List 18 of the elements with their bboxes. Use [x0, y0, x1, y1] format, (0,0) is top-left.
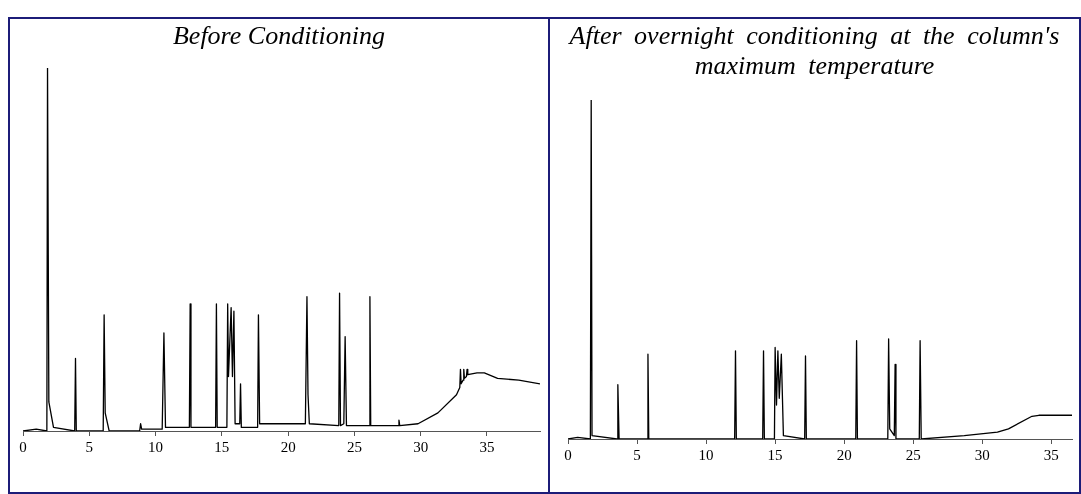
x-tick-label: 5	[633, 446, 641, 463]
x-tick-label: 30	[413, 438, 429, 455]
x-tick-label: 35	[1043, 446, 1059, 463]
chart-title: After overnight conditioning at the column's maximum temperature	[567, 21, 1061, 81]
x-tick-label: 25	[905, 446, 921, 463]
x-tick-label: 10	[148, 438, 164, 455]
x-tick-label: 0	[564, 446, 572, 463]
x-tick-label: 25	[346, 438, 362, 455]
x-tick-label: 35	[479, 438, 495, 455]
x-tick-label: 30	[974, 446, 990, 463]
x-tick-label: 15	[767, 446, 783, 463]
chart-title: Before Conditioning	[171, 21, 387, 51]
x-tick-label: 10	[698, 446, 714, 463]
x-tick-label: 15	[214, 438, 230, 455]
x-tick-label: 20	[280, 438, 296, 455]
x-tick-label: 5	[85, 438, 94, 455]
x-tick-label: 20	[836, 446, 852, 463]
x-tick-label: 0	[19, 438, 27, 455]
